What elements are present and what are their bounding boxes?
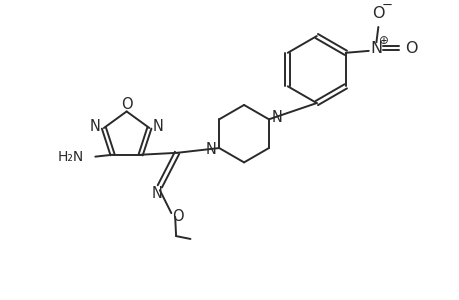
Text: N: N bbox=[369, 40, 381, 56]
Text: N: N bbox=[151, 185, 162, 200]
Text: H₂N: H₂N bbox=[57, 150, 84, 164]
Text: N: N bbox=[152, 118, 163, 134]
Text: O: O bbox=[121, 97, 132, 112]
Text: N: N bbox=[90, 118, 101, 134]
Text: N: N bbox=[205, 142, 216, 158]
Text: O: O bbox=[172, 209, 184, 224]
Text: −: − bbox=[381, 0, 392, 11]
Text: N: N bbox=[272, 110, 282, 125]
Text: O: O bbox=[405, 40, 417, 56]
Text: O: O bbox=[371, 6, 384, 21]
Text: ⊕: ⊕ bbox=[378, 34, 388, 47]
